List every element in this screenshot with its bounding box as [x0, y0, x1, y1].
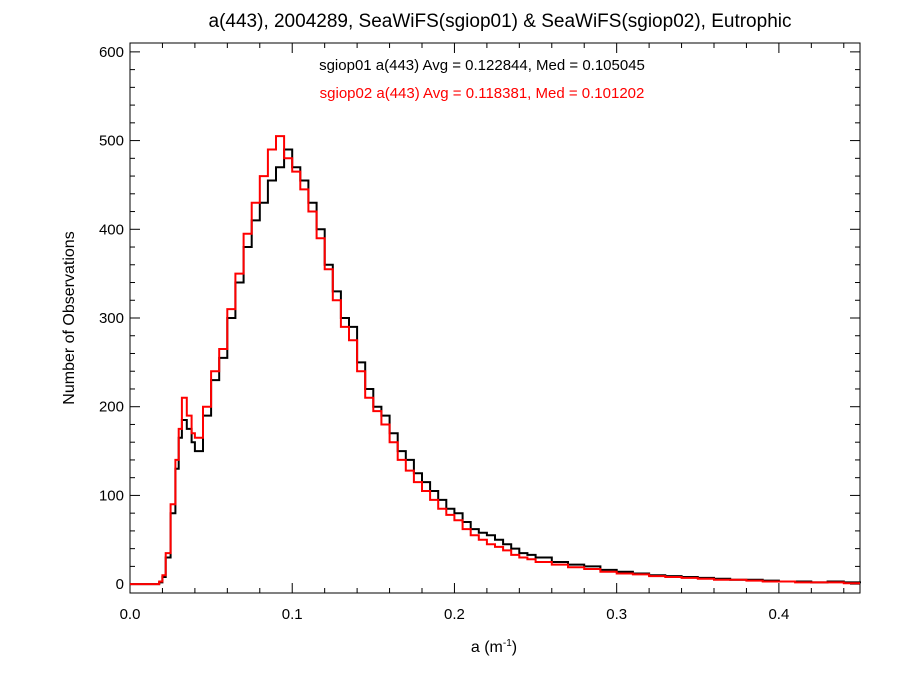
- y-tick-label: 0: [116, 576, 124, 593]
- x-tick-label: 0.1: [282, 606, 303, 623]
- stat-annotation-1: sgiop01 a(443) Avg = 0.122844, Med = 0.1…: [319, 57, 645, 74]
- plot-frame: [129, 42, 861, 594]
- y-tick-label: 400: [99, 221, 124, 238]
- stat-annotation-2: sgiop02 a(443) Avg = 0.118381, Med = 0.1…: [320, 85, 645, 102]
- tick-labels: 0.0 0.1 0.2 0.3 0.4 0 100 200 300 400 500 600: [99, 44, 789, 623]
- y-tick-label: 600: [99, 44, 124, 61]
- x-axis-title-base: a (m: [471, 639, 503, 656]
- axis-ticks: [129, 43, 860, 593]
- x-axis-title-superscript: -1: [503, 638, 512, 649]
- chart-title: a(443), 2004289, SeaWiFS(sgiop01) & SeaW…: [209, 11, 792, 32]
- x-tick-label: 0.3: [606, 606, 627, 623]
- y-tick-label: 200: [99, 399, 124, 416]
- series-line-1: [130, 148, 861, 586]
- x-axis-title: a (m-1): [471, 638, 517, 656]
- x-tick-label: 0.2: [444, 606, 465, 623]
- series-layer: [130, 135, 861, 586]
- annotation-layer: sgiop01 a(443) Avg = 0.122844, Med = 0.1…: [319, 57, 645, 102]
- y-tick-label: 300: [99, 310, 124, 327]
- x-tick-label: 0.0: [120, 606, 141, 623]
- series-line-2: [130, 135, 860, 586]
- y-axis-title: Number of Observations: [61, 231, 78, 404]
- x-tick-label: 0.4: [768, 606, 789, 623]
- y-tick-label: 100: [99, 487, 124, 504]
- x-axis-title-close: ): [512, 639, 517, 656]
- y-tick-label: 500: [99, 133, 124, 150]
